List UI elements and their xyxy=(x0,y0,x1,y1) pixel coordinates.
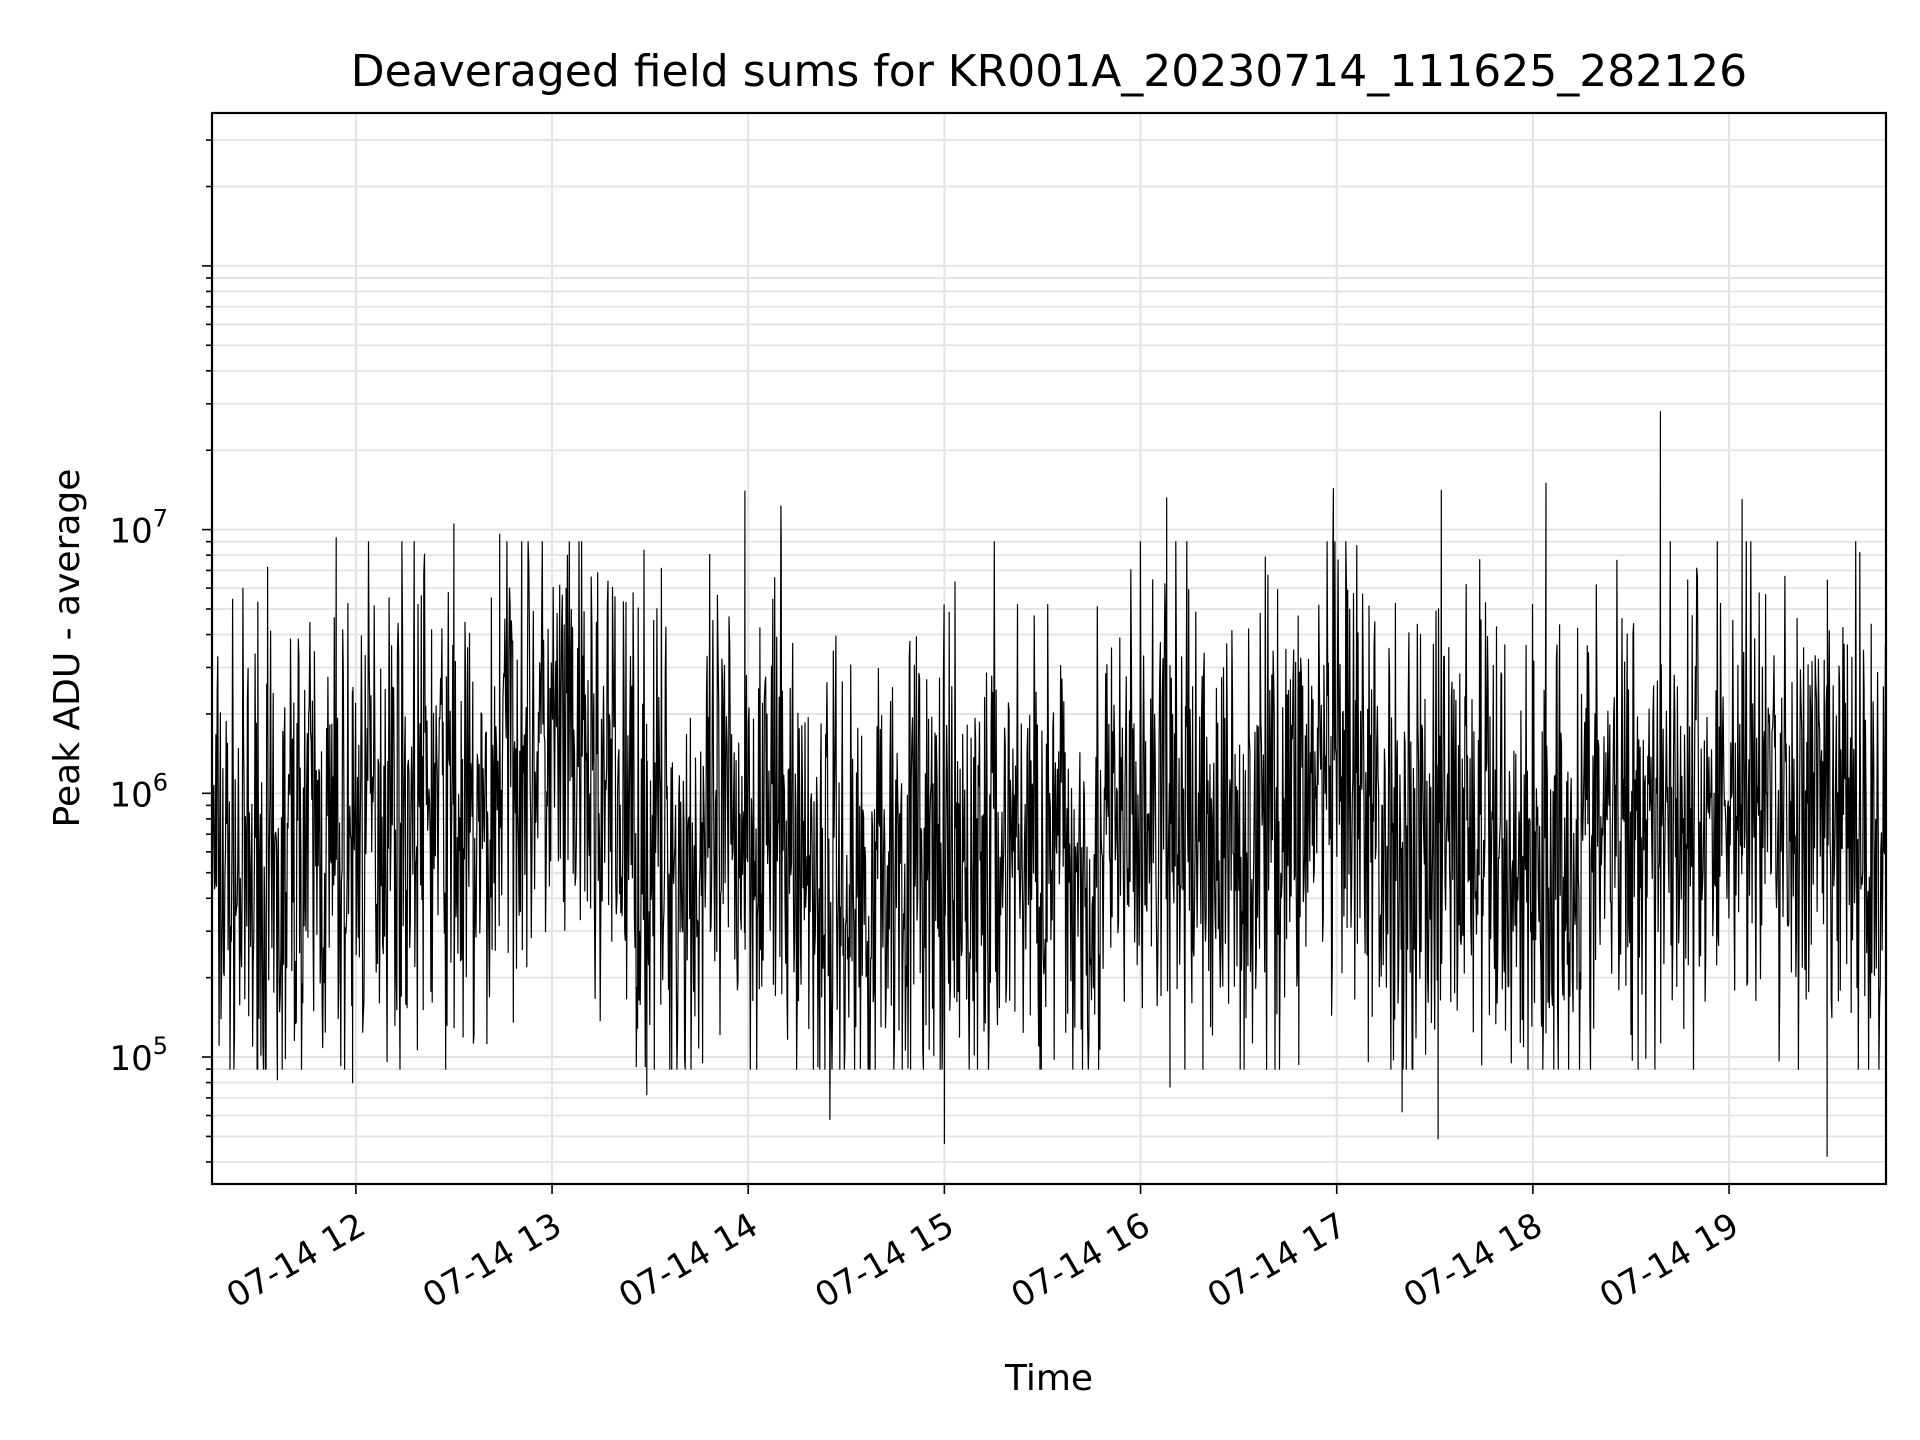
y-tick-label: 106 xyxy=(109,768,168,815)
series-line xyxy=(211,411,1887,1157)
x-axis-label: Time xyxy=(1004,1358,1093,1399)
y-tick-base: 10 xyxy=(109,512,152,552)
y-tick-label: 105 xyxy=(109,1032,168,1079)
y-tick-base: 10 xyxy=(109,775,152,815)
y-tick-exponent: 7 xyxy=(153,505,168,533)
y-tick-exponent: 6 xyxy=(153,768,168,796)
series-layer xyxy=(211,411,1887,1157)
y-tick-label: 107 xyxy=(109,505,168,552)
y-axis-label: Peak ADU - average xyxy=(47,469,88,828)
y-tick-exponent: 5 xyxy=(153,1032,168,1060)
plot-frame xyxy=(210,111,1888,1186)
chart-title: Deaveraged field sums for KR001A_2023071… xyxy=(351,46,1747,97)
y-tick-base: 10 xyxy=(109,1039,152,1079)
